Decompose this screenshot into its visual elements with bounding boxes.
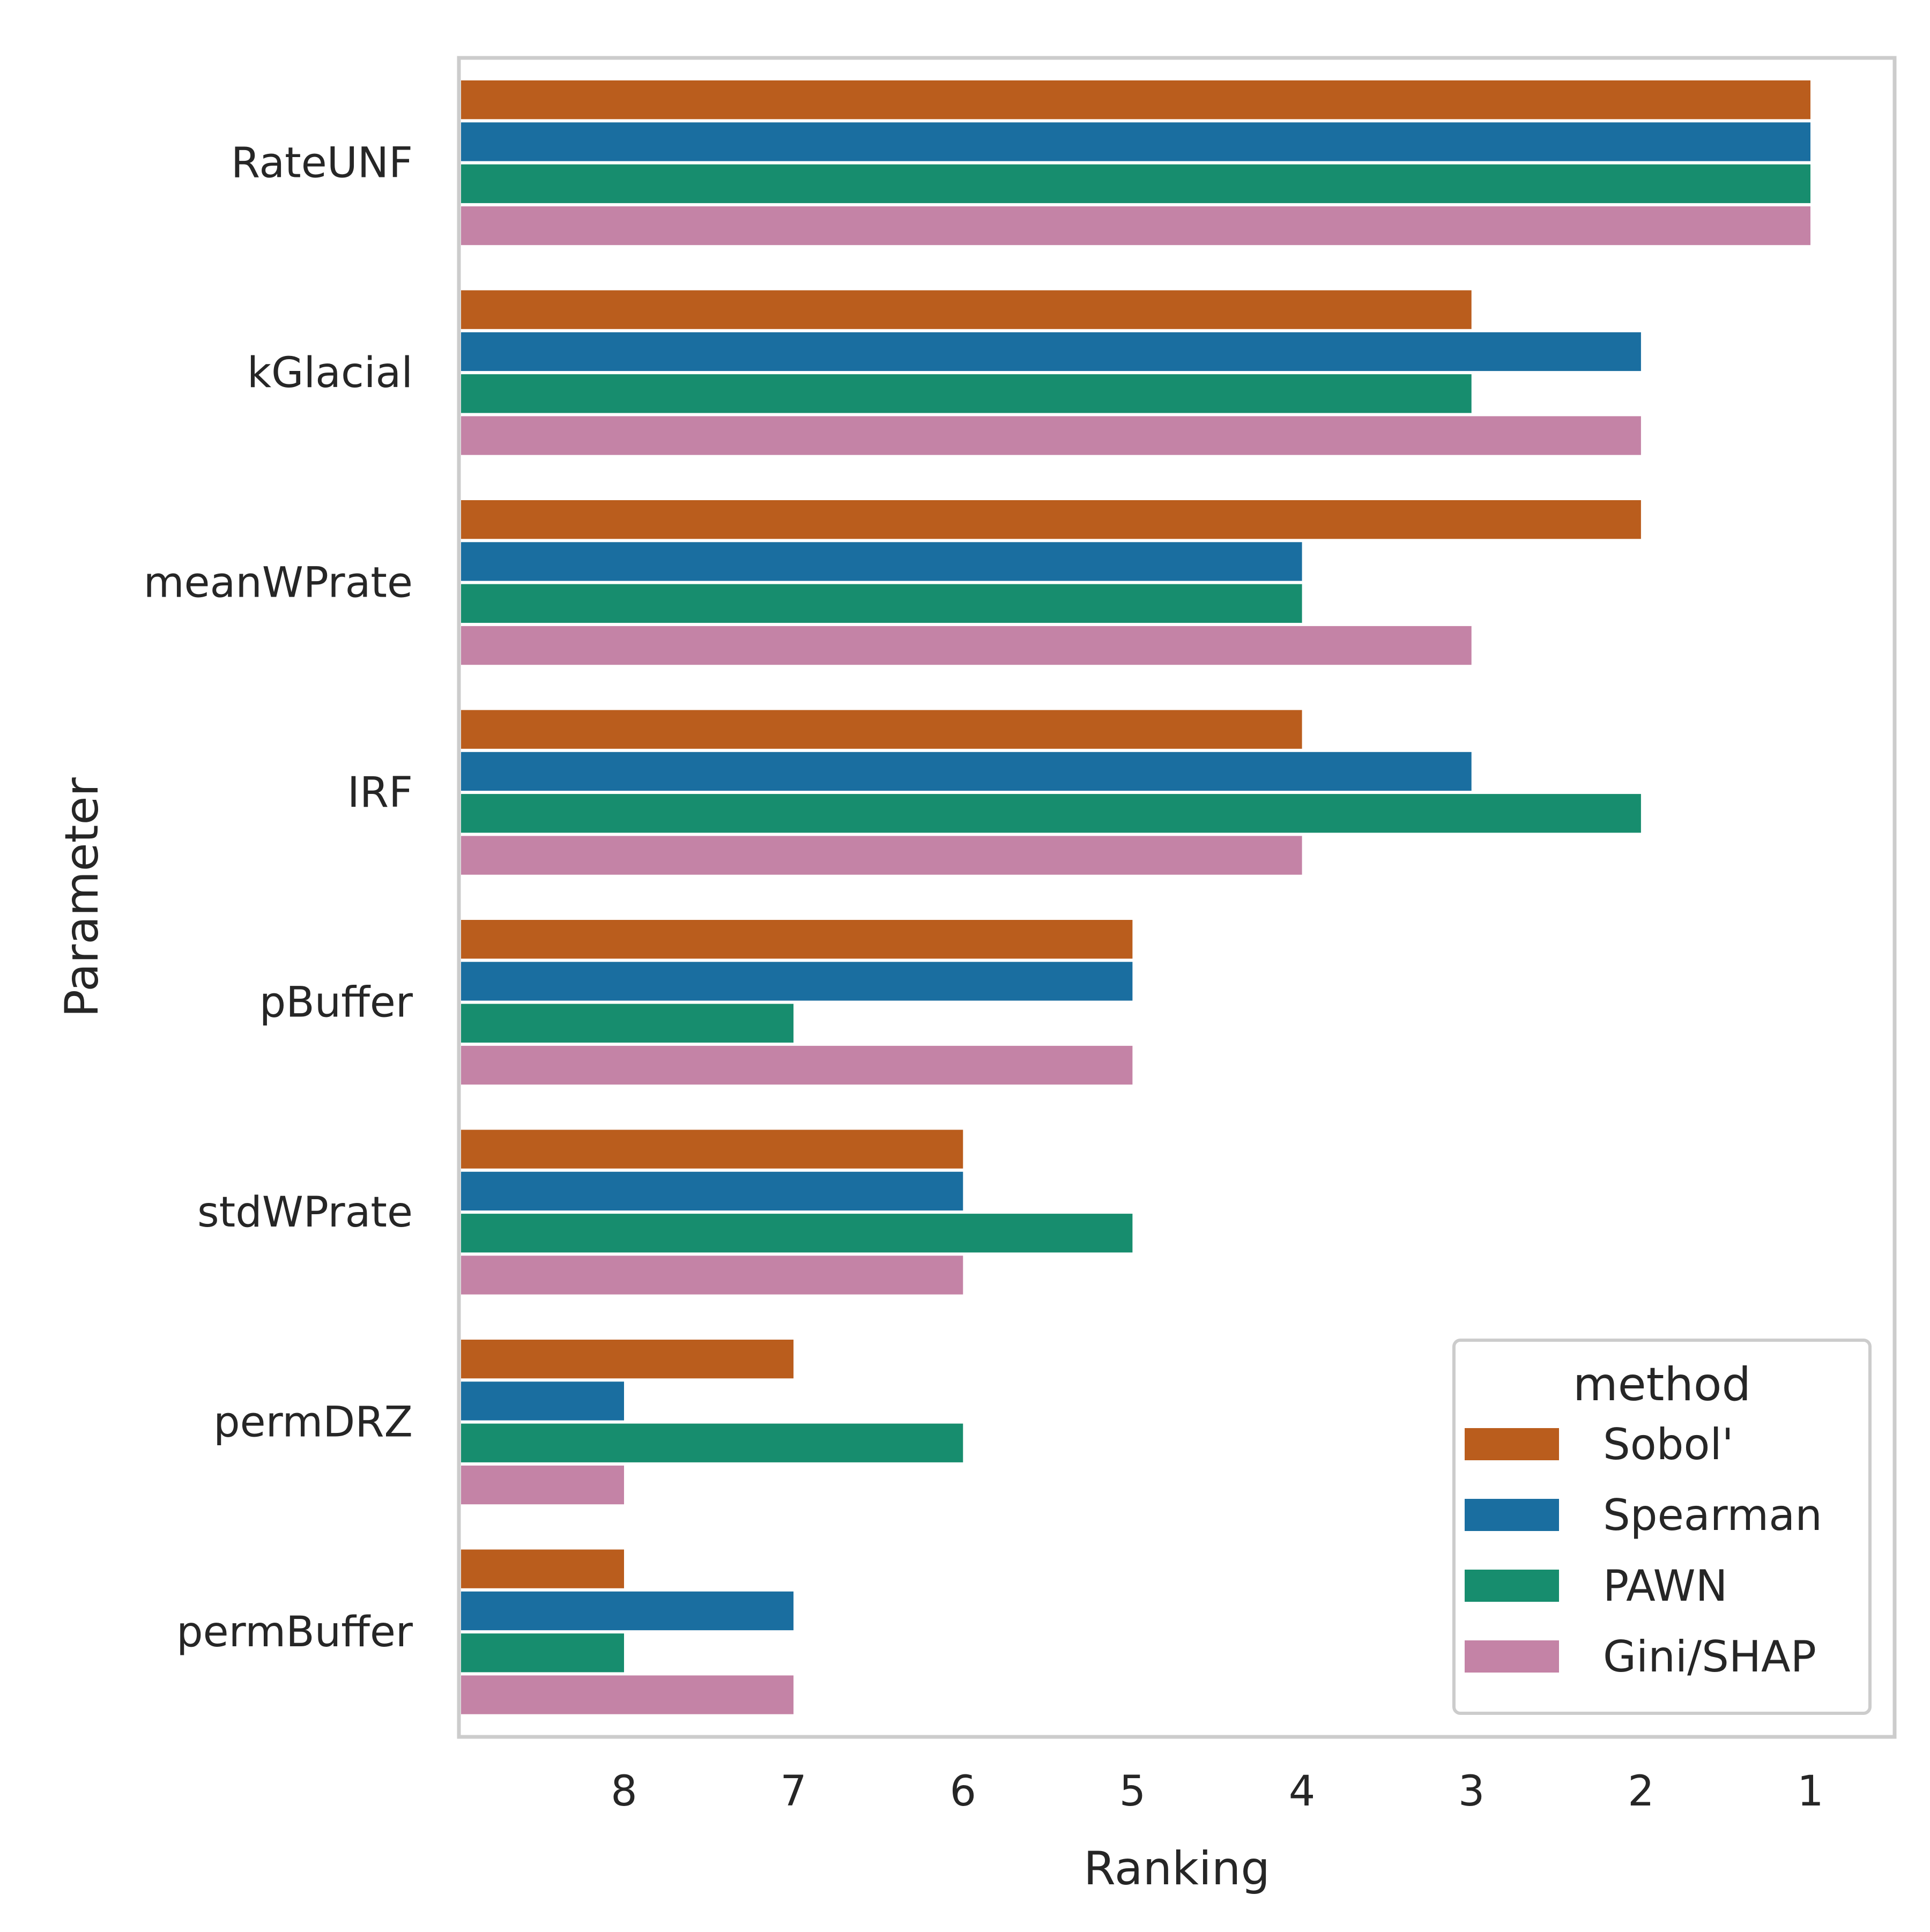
bar-pBuffer-pawn [461,1004,794,1043]
x-tick-label: 1 [1797,1767,1824,1816]
bar-permDRZ-spearman [461,1381,624,1421]
bar-permBuffer-spearman [461,1591,794,1631]
bar-IRF-sobol [461,710,1302,749]
legend-label: Sobol' [1603,1420,1734,1469]
bar-permDRZ-sobol [461,1340,794,1379]
y-axis-label: Parameter [55,777,109,1017]
bar-stdWPrate-sobol [461,1130,963,1169]
legend-swatch-spearman [1465,1499,1559,1531]
x-tick-label: 3 [1458,1767,1485,1816]
x-tick-label: 7 [780,1767,807,1816]
bar-permBuffer-sobol [461,1549,624,1588]
x-tick-label: 6 [949,1767,976,1816]
bar-kGlacial-pawn [461,374,1472,413]
bar-stdWPrate-ginishap [461,1255,963,1295]
legend-label: Spearman [1603,1490,1822,1540]
legend-label: PAWN [1603,1561,1727,1611]
bar-kGlacial-ginishap [461,416,1641,455]
bar-RateUNF-spearman [461,122,1810,161]
bar-stdWPrate-spearman [461,1171,963,1211]
bar-IRF-spearman [461,752,1472,791]
bar-kGlacial-sobol [461,290,1472,329]
y-tick-label: stdWPrate [197,1188,413,1237]
bar-RateUNF-sobol [461,80,1810,120]
bar-RateUNF-pawn [461,164,1810,203]
bar-meanWPrate-ginishap [461,626,1472,665]
bar-pBuffer-sobol [461,920,1133,959]
y-tick-label: permDRZ [213,1399,413,1447]
y-tick-label: permBuffer [176,1608,413,1656]
bar-permBuffer-ginishap [461,1675,794,1714]
y-tick-label: meanWPrate [144,559,413,607]
bar-permDRZ-pawn [461,1423,963,1462]
bar-meanWPrate-spearman [461,542,1302,581]
bar-IRF-ginishap [461,836,1302,875]
bar-RateUNF-ginishap [461,206,1810,246]
x-tick-label: 5 [1119,1767,1146,1816]
y-tick-labels: RateUNF kGlacial meanWPrate IRF pBuffer stdWP… [144,139,413,1657]
legend-label: Gini/SHAP [1603,1632,1816,1682]
bar-permDRZ-ginishap [461,1465,624,1505]
y-tick-label: RateUNF [231,139,413,188]
x-axis-label: Ranking [1083,1842,1270,1896]
y-tick-label: pBuffer [259,979,413,1027]
legend: method Sobol' Spearman PAWN Gini/SHAP [1452,1339,1872,1715]
x-tick-label: 4 [1289,1767,1316,1816]
bar-meanWPrate-sobol [461,500,1641,539]
x-tick-label: 2 [1628,1767,1654,1816]
legend-swatch-pawn [1465,1570,1559,1602]
bar-meanWPrate-pawn [461,584,1302,623]
legend-swatch-ginishap [1465,1640,1559,1673]
x-tick-label: 8 [611,1767,637,1816]
x-tick-labels: 8 7 6 5 4 3 2 1 [611,1767,1824,1816]
bar-pBuffer-ginishap [461,1045,1133,1085]
legend-items: Sobol' Spearman PAWN Gini/SHAP [1465,1420,1822,1682]
y-tick-label: IRF [347,769,413,817]
bars-layer [461,80,1810,1714]
bar-stdWPrate-pawn [461,1214,1133,1253]
bar-pBuffer-spearman [461,962,1133,1001]
bar-kGlacial-spearman [461,332,1641,371]
legend-swatch-sobol [1465,1428,1559,1460]
bar-permBuffer-pawn [461,1633,624,1673]
legend-title: method [1573,1358,1751,1411]
y-tick-label: kGlacial [247,349,413,397]
bar-IRF-pawn [461,794,1641,833]
